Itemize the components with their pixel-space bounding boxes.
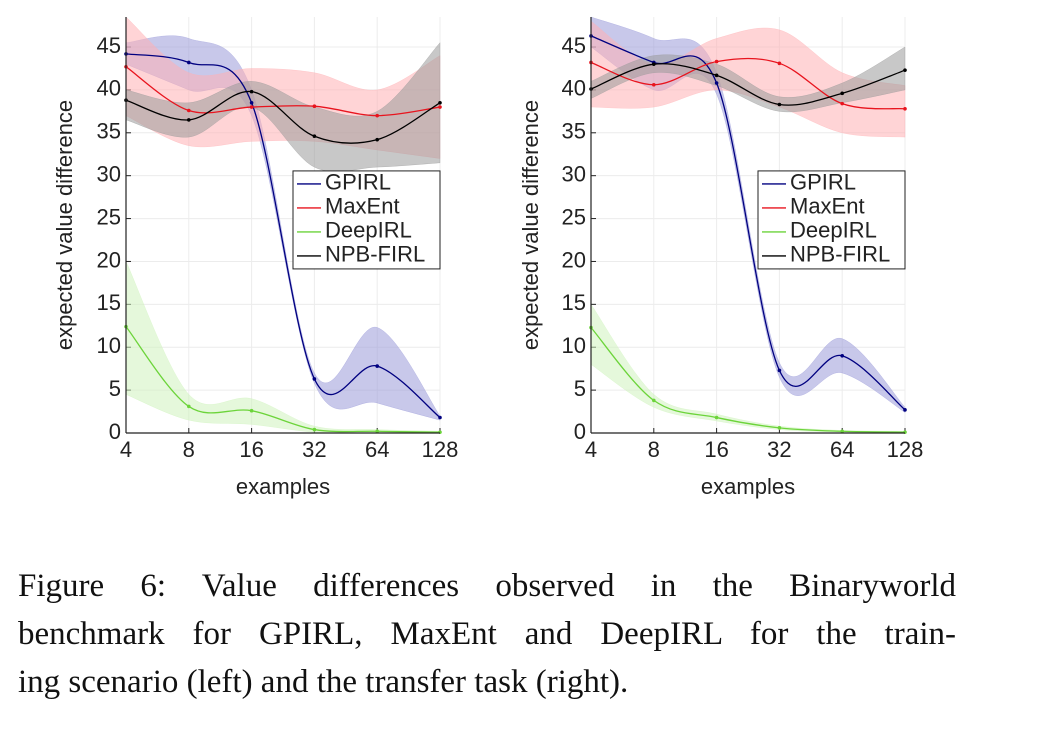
x-axis-label: examples: [701, 474, 795, 499]
x-tick-label: 16: [704, 437, 728, 462]
x-tick-label: 16: [239, 437, 263, 462]
y-tick-label: 45: [97, 33, 121, 58]
legend-label: MaxEnt: [325, 194, 400, 219]
series-line: [125, 90, 441, 144]
data-point: [312, 134, 317, 139]
data-point: [903, 408, 907, 412]
y-tick-label: 5: [109, 376, 121, 401]
data-point: [714, 81, 719, 85]
caption-line: benchmark for GPIRL, MaxEnt and DeepIRL …: [18, 616, 956, 652]
data-point: [375, 364, 380, 368]
data-point: [903, 68, 907, 72]
x-tick-label: 64: [365, 437, 389, 462]
legend-label: GPIRL: [790, 170, 856, 195]
legend-label: DeepIRL: [790, 218, 877, 243]
y-tick-label: 30: [97, 161, 121, 186]
y-axis-label: expected value difference: [518, 100, 543, 350]
legend-label: GPIRL: [325, 170, 391, 195]
data-point: [249, 100, 254, 105]
series-line: [590, 57, 906, 110]
data-point: [375, 137, 380, 142]
y-tick-label: 40: [97, 76, 121, 101]
data-point: [249, 408, 254, 413]
x-tick-label: 4: [120, 437, 132, 462]
legend-box: [757, 170, 906, 270]
x-axis-label: examples: [236, 474, 330, 499]
x-tick-label: 8: [648, 437, 660, 462]
error-band: [125, 42, 441, 172]
data-point: [777, 102, 782, 107]
data-point: [840, 101, 844, 106]
y-axis-label: expected value difference: [52, 100, 77, 350]
legend-label: NPB-FIRL: [325, 242, 425, 267]
data-point: [187, 60, 191, 65]
y-tick-label: 0: [574, 419, 586, 444]
y-tick-label: 5: [574, 376, 586, 401]
legend-label: DeepIRL: [325, 218, 412, 243]
data-point: [840, 91, 844, 96]
series-line: [590, 63, 906, 106]
x-tick-label: 128: [887, 437, 924, 462]
data-point: [714, 59, 719, 64]
data-point: [312, 104, 317, 109]
data-point: [777, 368, 782, 373]
data-point: [375, 429, 380, 434]
y-tick-label: 20: [97, 247, 121, 272]
data-point: [438, 105, 442, 109]
data-point: [840, 354, 844, 358]
data-point: [187, 118, 191, 122]
y-tick-label: 30: [562, 161, 586, 186]
data-point: [903, 106, 907, 111]
data-point: [714, 73, 719, 78]
y-tick-label: 25: [97, 204, 121, 229]
x-tick-label: 32: [302, 437, 326, 462]
caption: Figure 6: Value differences observed in …: [18, 562, 956, 706]
y-tick-label: 15: [562, 290, 586, 315]
data-point: [652, 82, 656, 87]
x-tick-label: 4: [585, 437, 597, 462]
data-point: [187, 108, 191, 113]
y-tick-label: 10: [562, 333, 586, 358]
y-tick-label: 0: [109, 419, 121, 444]
x-tick-label: 32: [767, 437, 791, 462]
y-tick-label: 35: [97, 119, 121, 144]
data-point: [312, 427, 317, 432]
data-point: [438, 415, 442, 420]
data-point: [652, 62, 656, 66]
y-tick-label: 45: [562, 33, 586, 58]
data-point: [187, 404, 191, 409]
data-point: [375, 113, 380, 118]
data-point: [714, 415, 719, 420]
y-tick-label: 25: [562, 204, 586, 229]
data-point: [777, 61, 782, 66]
data-point: [249, 105, 254, 109]
x-tick-label: 8: [183, 437, 195, 462]
data-point: [840, 429, 844, 434]
x-tick-label: 128: [422, 437, 459, 462]
data-point: [312, 377, 317, 381]
caption-line: Figure 6: Value differences observed in …: [18, 568, 956, 604]
x-tick-label: 64: [830, 437, 854, 462]
y-tick-label: 35: [562, 119, 586, 144]
data-point: [652, 398, 656, 403]
y-tick-label: 20: [562, 247, 586, 272]
data-point: [777, 426, 782, 430]
caption-line: ing scenario (left) and the transfer tas…: [18, 664, 629, 700]
y-tick-label: 40: [562, 76, 586, 101]
y-tick-label: 15: [97, 290, 121, 315]
error-band: [125, 261, 441, 434]
data-point: [249, 89, 254, 94]
legend-box: [292, 170, 441, 270]
legend-label: MaxEnt: [790, 194, 865, 219]
legend-label: NPB-FIRL: [790, 242, 890, 267]
data-point: [438, 100, 442, 105]
y-tick-label: 10: [97, 333, 121, 358]
